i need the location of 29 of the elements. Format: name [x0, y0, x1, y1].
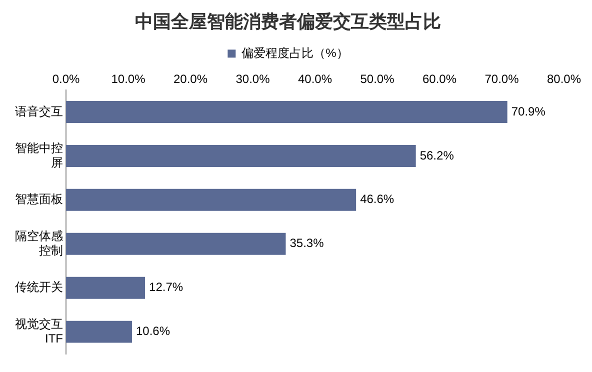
y-tick-label: 隔空体感控制 [15, 228, 63, 258]
bar [66, 144, 416, 167]
x-tick-label: 20.0% [173, 72, 208, 86]
data-label: 10.6% [136, 324, 170, 338]
y-tick-label: 智慧面板 [15, 192, 63, 206]
data-label: 56.2% [420, 148, 454, 162]
x-tick-label: 40.0% [298, 72, 332, 86]
data-label: 12.7% [149, 280, 184, 294]
y-tick-label: 智能中控屏 [15, 141, 63, 170]
data-label: 46.6% [360, 192, 394, 206]
bar [66, 320, 132, 343]
bar [66, 188, 356, 211]
x-tick-label: 80.0% [546, 72, 582, 86]
y-tick-label: 视觉交互ITF [15, 316, 63, 346]
chart-title: 中国全屋智能消费者偏爱交互类型占比 [135, 11, 441, 32]
bar [66, 276, 146, 299]
bar [66, 232, 286, 255]
legend-label: 偏爱程度占比（%） [242, 46, 348, 60]
x-tick-label: 70.0% [484, 72, 520, 86]
y-tick-label: 传统开关 [15, 280, 63, 294]
x-tick-label: 60.0% [422, 72, 457, 86]
data-label: 70.9% [511, 104, 546, 118]
data-label: 35.3% [290, 236, 324, 250]
x-tick-label: 50.0% [360, 72, 395, 86]
y-tick-label: 语音交互 [15, 104, 63, 118]
x-tick-label: 0.0% [52, 72, 80, 86]
x-tick-label: 30.0% [236, 72, 270, 86]
bar [66, 100, 508, 123]
x-tick-label: 10.0% [111, 72, 146, 86]
